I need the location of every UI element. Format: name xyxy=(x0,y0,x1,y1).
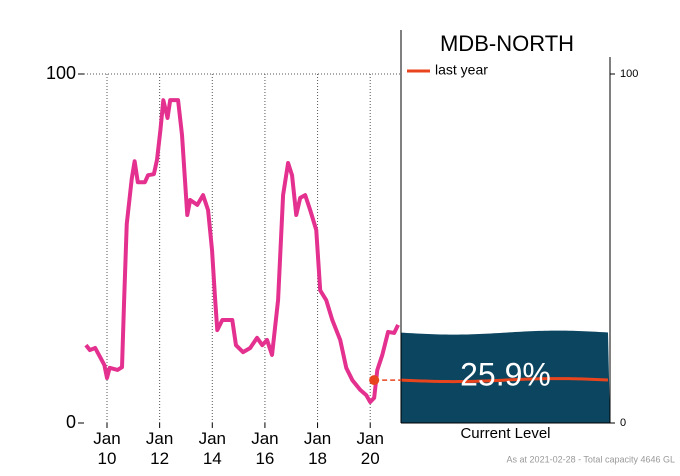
chart-title: MDB-NORTH xyxy=(440,31,574,56)
x-tick-label: Jan 10 xyxy=(93,429,121,468)
x-tick-label: Jan 20 xyxy=(356,429,384,468)
x-tick-label: Jan 16 xyxy=(251,429,279,468)
x-tick-label: Jan 14 xyxy=(198,429,226,468)
last-year-level xyxy=(400,377,609,384)
x-tick-label: Jan 18 xyxy=(303,429,332,468)
last-year-marker xyxy=(369,375,380,386)
current-level-label: Current Level xyxy=(460,425,550,442)
y2-tick-label: 100 xyxy=(620,68,638,80)
footnote: As at 2021-02-28 - Total capacity 4646 G… xyxy=(507,454,675,464)
legend-label: last year xyxy=(435,62,488,78)
series-line xyxy=(84,98,400,405)
y-tick-label: 100 xyxy=(46,63,76,83)
y2-tick-label: 0 xyxy=(620,417,626,429)
water-level xyxy=(401,330,610,423)
current-level-value: 25.9% xyxy=(460,356,551,392)
x-tick-label: Jan 12 xyxy=(145,429,174,468)
y-tick-label: 0 xyxy=(66,412,76,432)
